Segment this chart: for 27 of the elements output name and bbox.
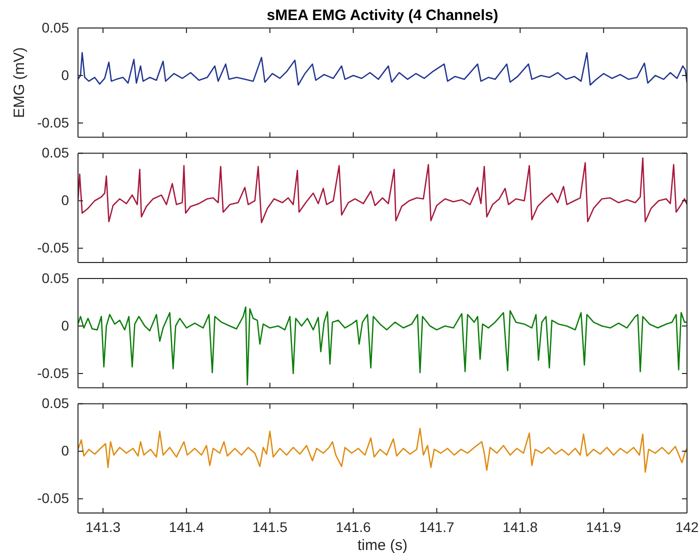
y-tick-label: 0.05 bbox=[42, 144, 70, 161]
line-series bbox=[78, 306, 687, 386]
x-tick-label: 141.4 bbox=[168, 518, 204, 535]
x-tick-label: 141.7 bbox=[419, 518, 454, 535]
y-tick-label: 0 bbox=[61, 192, 70, 208]
x-tick-label: 141.9 bbox=[586, 518, 622, 535]
x-tick-label: 142 bbox=[675, 518, 699, 535]
chart-title: sMEA EMG Activity (4 Channels) bbox=[266, 7, 498, 24]
y-tick-label: 0.05 bbox=[42, 395, 70, 412]
y-tick-label: 0 bbox=[61, 442, 70, 459]
y-tick-label: -0.05 bbox=[37, 240, 70, 256]
line-series bbox=[78, 52, 687, 86]
y-tick-label: -0.05 bbox=[37, 364, 70, 381]
x-tick-label: 141.6 bbox=[336, 518, 372, 535]
line-series bbox=[78, 157, 687, 224]
y-tick-label: 0.05 bbox=[42, 270, 70, 286]
y-tick-label: 0 bbox=[61, 317, 70, 334]
y-tick-label: 0.05 bbox=[42, 19, 70, 36]
x-tick-label: 141.5 bbox=[252, 518, 288, 535]
y-tick-label: -0.05 bbox=[37, 490, 70, 506]
y-tick-label: -0.05 bbox=[37, 114, 70, 130]
y-tick-label: 0 bbox=[61, 66, 70, 83]
x-axis-title: time (s) bbox=[358, 537, 408, 553]
y-axis-title: EMG (mV) bbox=[11, 47, 28, 118]
x-tick-label: 141.8 bbox=[502, 518, 538, 535]
line-series bbox=[78, 428, 687, 473]
x-tick-label: 141.3 bbox=[86, 518, 121, 535]
